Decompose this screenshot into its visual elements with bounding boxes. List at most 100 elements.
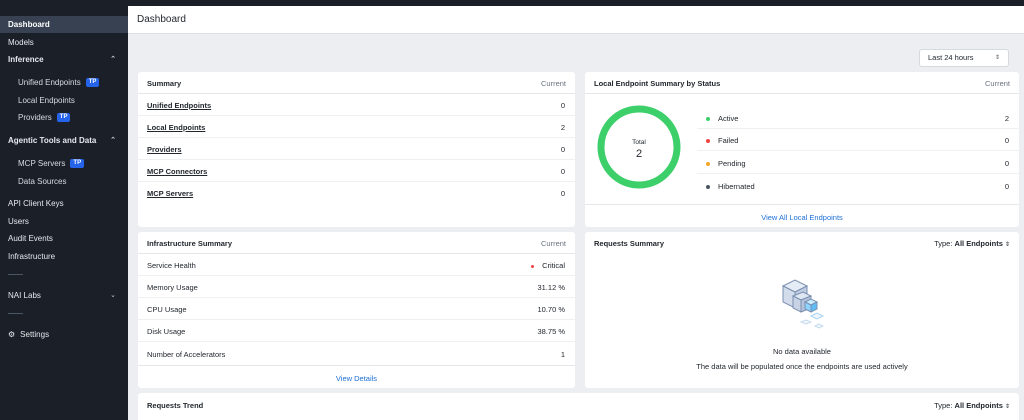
- sidebar-item-label: Unified Endpoints: [18, 78, 81, 87]
- chevron-up-icon: ⌃: [110, 56, 116, 63]
- donut-total-value: 2: [636, 148, 642, 160]
- sidebar-divider: [8, 313, 23, 314]
- sidebar-item-audit-events[interactable]: Audit Events: [0, 230, 128, 247]
- row-label: CPU Usage: [147, 305, 187, 314]
- summary-link-providers[interactable]: Providers: [147, 145, 182, 154]
- sidebar-item-agentic-tools[interactable]: Agentic Tools and Data ⌃: [0, 132, 128, 149]
- sidebar-item-mcp-servers[interactable]: MCP Servers TP: [0, 155, 128, 172]
- no-data-subtitle: The data will be populated once the endp…: [696, 362, 908, 371]
- sidebar-item-inference[interactable]: Inference ⌃: [0, 51, 128, 68]
- tp-badge: TP: [85, 78, 100, 88]
- row-value: 0: [560, 189, 565, 198]
- page-header: Dashboard: [128, 6, 1024, 34]
- sort-arrows-icon: ⇕: [1004, 404, 1010, 410]
- summary-card: Summary Current Unified Endpoints 0 Loca…: [138, 72, 575, 227]
- row-value: 1: [560, 350, 565, 359]
- card-title: Requests Summary: [594, 239, 665, 248]
- view-details-link[interactable]: View Details: [335, 374, 378, 383]
- summary-link-local-endpoints[interactable]: Local Endpoints: [147, 123, 206, 132]
- card-title: Requests Trend: [147, 401, 204, 410]
- status-value: 2: [1004, 114, 1009, 123]
- row-value: 2: [560, 123, 565, 132]
- sidebar-item-users[interactable]: Users: [0, 213, 128, 230]
- sidebar-item-settings[interactable]: ⚙ Settings: [0, 326, 128, 343]
- status-dot: [531, 264, 535, 268]
- row-label: Number of Accelerators: [147, 350, 226, 359]
- sidebar-item-label: Users: [8, 217, 29, 226]
- status-value: 0: [1004, 136, 1009, 145]
- sidebar-item-label: Infrastructure: [8, 252, 56, 261]
- view-all-local-endpoints-link[interactable]: View All Local Endpoints: [761, 213, 843, 222]
- type-select[interactable]: Type: All Endpoints ⇕: [934, 239, 1010, 248]
- row-value: 38.75 %: [537, 327, 565, 336]
- service-health-status: Critical: [531, 261, 565, 270]
- top-bar: [0, 0, 1024, 6]
- sidebar-item-providers[interactable]: Providers TP: [0, 109, 128, 126]
- local-endpoint-status-card: Local Endpoint Summary by Status Current…: [585, 72, 1019, 227]
- sidebar-item-infrastructure[interactable]: Infrastructure: [0, 248, 128, 265]
- row-value: 31.12 %: [537, 283, 565, 292]
- sidebar-item-label: Models: [8, 38, 34, 47]
- infrastructure-summary-card: Infrastructure Summary Current Service H…: [138, 232, 575, 388]
- sidebar-item-label: Inference: [8, 55, 44, 64]
- status-dot: [706, 139, 710, 144]
- donut-total-label: Total: [632, 139, 646, 146]
- tp-badge: TP: [56, 113, 71, 123]
- status-row: Pending 0: [697, 152, 1019, 174]
- sidebar-item-nai-labs[interactable]: NAI Labs ⌄: [0, 287, 128, 304]
- column-header: Current: [984, 79, 1010, 88]
- card-divider: [585, 204, 1019, 205]
- sidebar-item-dashboard[interactable]: Dashboard: [0, 16, 128, 33]
- sidebar-item-local-endpoints[interactable]: Local Endpoints: [0, 92, 128, 109]
- status-row: Failed 0: [697, 129, 1019, 151]
- status-label: Hibernated: [718, 182, 755, 191]
- sidebar-item-unified-endpoints[interactable]: Unified Endpoints TP: [0, 74, 128, 91]
- row-label: Memory Usage: [147, 283, 198, 292]
- column-header: Current: [540, 239, 566, 248]
- donut-ring-active: [597, 105, 681, 189]
- sidebar-item-models[interactable]: Models: [0, 34, 128, 51]
- summary-link-mcp-servers[interactable]: MCP Servers: [147, 189, 194, 198]
- sort-arrows-icon: ⇕: [994, 55, 1000, 61]
- row-value: 10.70 %: [537, 305, 565, 314]
- sidebar-item-label: Providers: [18, 113, 52, 122]
- no-data-title: No data available: [773, 347, 831, 356]
- row-value: 0: [560, 101, 565, 110]
- page-title: Dashboard: [137, 14, 186, 25]
- status-dot: [706, 117, 710, 122]
- tp-badge: TP: [70, 159, 85, 169]
- status-label: Failed: [718, 136, 739, 145]
- table-row: Disk Usage 38.75 %: [138, 320, 575, 342]
- table-row: Providers 0: [138, 138, 575, 160]
- no-data-illustration-icon: [781, 279, 825, 329]
- card-header: Local Endpoint Summary by Status Current: [585, 72, 1019, 94]
- sidebar-item-label: NAI Labs: [8, 291, 41, 300]
- type-select[interactable]: Type: All Endpoints ⇕: [934, 401, 1010, 410]
- table-row: Unified Endpoints 0: [138, 94, 575, 116]
- summary-link-unified-endpoints[interactable]: Unified Endpoints: [147, 101, 212, 110]
- status-dot: [706, 185, 710, 190]
- main-content: Dashboard Last 24 hours ⇕ Summary Curren…: [128, 6, 1024, 420]
- sort-arrows-icon: ⇕: [1004, 242, 1010, 248]
- summary-link-mcp-connectors[interactable]: MCP Connectors: [147, 167, 208, 176]
- sidebar: Dashboard Models Inference ⌃ Unified Endp…: [0, 6, 128, 420]
- sidebar-item-label: Audit Events: [8, 234, 53, 243]
- sidebar-item-label: Settings: [20, 330, 50, 339]
- type-value: All Endpoints: [954, 239, 1003, 248]
- sidebar-item-data-sources[interactable]: Data Sources: [0, 173, 128, 190]
- row-value: 0: [560, 167, 565, 176]
- status-value: 0: [1004, 159, 1009, 168]
- row-label: Service Health: [147, 261, 196, 270]
- card-divider: [138, 365, 575, 366]
- sidebar-item-label: Agentic Tools and Data: [8, 136, 97, 145]
- status-label: Active: [718, 114, 739, 123]
- sidebar-divider: [8, 274, 23, 275]
- time-range-value: Last 24 hours: [928, 53, 974, 62]
- status-dot: [706, 162, 710, 167]
- card-title: Local Endpoint Summary by Status: [594, 79, 721, 88]
- time-range-select[interactable]: Last 24 hours ⇕: [919, 49, 1009, 67]
- sidebar-item-api-client-keys[interactable]: API Client Keys: [0, 195, 128, 212]
- sidebar-item-label: Local Endpoints: [18, 96, 75, 105]
- status-donut-chart: Total 2: [597, 105, 681, 189]
- gear-icon: ⚙: [8, 330, 16, 339]
